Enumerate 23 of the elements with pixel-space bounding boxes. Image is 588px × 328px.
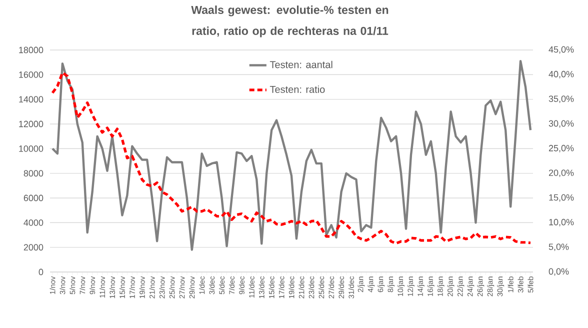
y2-tick-label: 30,0% [548, 120, 574, 128]
y-tick-label: 10000 [19, 145, 44, 152]
y-tick-label: 2000 [24, 244, 44, 251]
y2-tick-label: 10,0% [549, 218, 574, 226]
y2-tick-label: 40,0% [548, 70, 574, 78]
y2-tick-label: 15,0% [549, 194, 574, 202]
y-tick-label: 18000 [19, 46, 44, 54]
legend-label: Testen: ratio [270, 86, 325, 93]
y-tick-label: 12000 [19, 120, 44, 128]
y2-tick-label: 45,0% [548, 46, 574, 54]
y-tick-label: 8000 [24, 170, 44, 177]
y-tick-label: 16000 [19, 71, 44, 78]
y-tick-label: 4000 [24, 219, 44, 226]
y2-tick-label: 0,0% [548, 268, 569, 276]
legend-label: Testen: aantal [270, 60, 332, 68]
chart-title: Waals gewest: evolutie-% testen en ratio, ratio op de rechteras na 01/11 [191, 6, 388, 38]
y-tick-label: 14000 [19, 96, 44, 103]
y2-tick-label: 5,0% [548, 244, 569, 252]
y2-tick-label: 20,0% [548, 170, 574, 178]
y2-tick-label: 25,0% [548, 144, 574, 152]
y-tick-label: 0 [38, 268, 44, 276]
y-tick-label: 6000 [24, 194, 44, 202]
y2-tick-label: 35,0% [548, 96, 574, 104]
